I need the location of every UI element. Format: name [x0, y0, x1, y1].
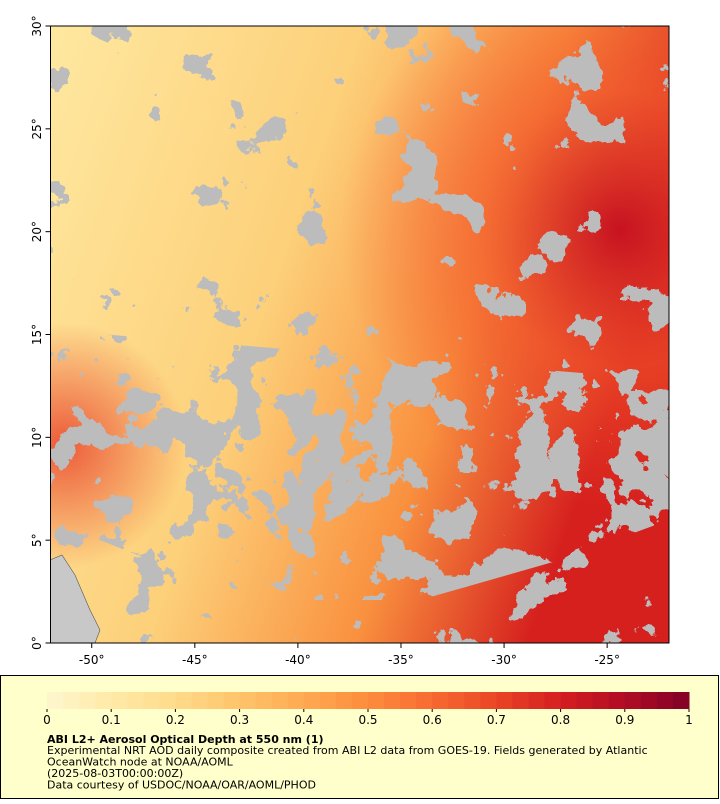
colorbar-swatch	[592, 692, 610, 709]
colorbar-swatch	[400, 692, 417, 709]
lat-tick-label: 10°	[30, 427, 44, 448]
colorbar-tick-label: 0.3	[230, 713, 249, 727]
colorbar-swatch	[560, 692, 578, 709]
colorbar-swatch	[175, 692, 192, 709]
colorbar-swatch	[47, 692, 64, 709]
colorbar-swatch	[480, 692, 497, 709]
colorbar-swatch	[528, 692, 546, 709]
colorbar-swatch	[496, 692, 513, 709]
colorbar-swatch	[319, 692, 337, 709]
colorbar-swatch	[368, 692, 385, 709]
colorbar-tick-label: 0.6	[423, 713, 442, 727]
colorbar-swatch	[303, 692, 321, 709]
colorbar-swatch	[143, 692, 160, 709]
lon-tick-label: -40°	[285, 653, 311, 667]
map-image	[50, 26, 669, 643]
colorbar-tick-label: 0.9	[615, 713, 634, 727]
caption-line: Data courtesy of USDOC/NOAA/OAR/AOML/PHO…	[47, 779, 316, 792]
colorbar-swatch	[624, 692, 642, 709]
lon-tick-label: -35°	[388, 653, 414, 667]
colorbar-swatch	[191, 692, 208, 709]
caption: ABI L2+ Aerosol Optical Depth at 550 nm …	[47, 733, 648, 792]
caption-line: OceanWatch node at NOAA/AOML	[47, 756, 234, 769]
colorbar-swatch	[656, 692, 674, 709]
colorbar-swatch	[608, 692, 626, 709]
colorbar-swatch	[223, 692, 241, 709]
colorbar-swatch	[351, 692, 369, 709]
colorbar-tick-label: 0	[43, 713, 51, 727]
caption-line: (2025-08-03T00:00:00Z)	[47, 767, 183, 780]
colorbar-tick-label: 0.5	[358, 713, 377, 727]
colorbar-swatch	[432, 692, 449, 709]
colorbar-swatch	[255, 692, 273, 709]
colorbar-swatch	[672, 692, 690, 709]
colorbar-swatch	[544, 692, 562, 709]
lon-tick-label: -25°	[594, 653, 620, 667]
colorbar-tick-label: 0.1	[102, 713, 121, 727]
colorbar-swatch	[335, 692, 353, 709]
lat-tick-label: 30°	[30, 15, 44, 36]
colorbar-swatch	[464, 692, 481, 709]
land	[50, 554, 101, 643]
colorbar-swatch	[287, 692, 305, 709]
colorbar-tick-label: 0.2	[166, 713, 185, 727]
colorbar-swatch	[271, 692, 289, 709]
caption-title: ABI L2+ Aerosol Optical Depth at 550 nm …	[47, 733, 324, 746]
lon-tick-label: -45°	[182, 653, 208, 667]
colorbar-tick-label: 0.8	[551, 713, 570, 727]
lon-tick-label: -50°	[79, 653, 105, 667]
colorbar-swatch	[207, 692, 225, 709]
colorbar-swatch	[95, 692, 112, 709]
colorbar-swatch	[384, 692, 401, 709]
lat-tick-label: 25°	[30, 118, 44, 139]
lat-tick-label: 20°	[30, 221, 44, 242]
colorbar-tick-label: 0.7	[487, 713, 506, 727]
colorbar-swatch	[79, 692, 96, 709]
colorbar-swatch	[159, 692, 176, 709]
colorbar-swatch	[448, 692, 465, 709]
lat-tick-label: 5°	[30, 533, 44, 547]
caption-line: Experimental NRT AOD daily composite cre…	[47, 744, 648, 757]
colorbar-swatch	[576, 692, 594, 709]
colorbar-tick-label: 1	[685, 713, 693, 727]
lat-tick-label: 15°	[30, 324, 44, 345]
lat-tick-label: 0°	[30, 636, 44, 650]
colorbar-swatch	[416, 692, 433, 709]
colorbar-swatch	[127, 692, 144, 709]
colorbar-swatch	[111, 692, 128, 709]
colorbar-swatch	[63, 692, 80, 709]
colorbar-tick-label: 0.4	[294, 713, 313, 727]
colorbar-swatch	[640, 692, 658, 709]
colorbar-swatch	[239, 692, 257, 709]
lon-tick-label: -30°	[491, 653, 517, 667]
colorbar-swatch	[512, 692, 529, 709]
